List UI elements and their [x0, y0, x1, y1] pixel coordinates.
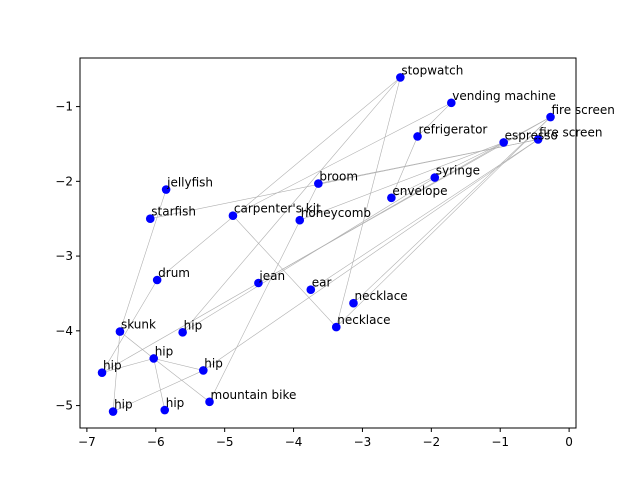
y-tick-label: −5 — [55, 399, 73, 413]
edge-line — [153, 358, 204, 371]
x-tick-label: −4 — [285, 435, 303, 449]
point-label: ear — [312, 276, 332, 290]
data-point — [205, 397, 214, 407]
edge-line — [182, 77, 401, 333]
data-point — [149, 354, 159, 363]
data-point — [152, 275, 162, 285]
data-point — [533, 135, 543, 144]
y-tick-label: −3 — [55, 249, 73, 263]
point-label: hip — [204, 356, 223, 370]
point-label: refrigerator — [419, 122, 488, 136]
edge-line — [310, 139, 539, 290]
point-label: stopwatch — [401, 63, 463, 77]
point-label: hip — [184, 318, 203, 332]
data-point — [314, 179, 323, 188]
y-tick-label: −4 — [55, 324, 73, 338]
x-tick-label: −3 — [354, 435, 372, 449]
x-tick-label: −6 — [147, 435, 165, 449]
x-tick-label: −2 — [422, 435, 440, 449]
edge-line — [112, 370, 204, 412]
data-point — [349, 298, 358, 308]
data-point — [306, 285, 316, 295]
point-label: honeycomb — [301, 206, 371, 220]
point-label: envelope — [392, 184, 447, 198]
data-point — [447, 98, 456, 108]
edge-line — [336, 116, 551, 328]
point-label: hip — [166, 396, 185, 410]
point-label: drum — [158, 266, 190, 280]
point-label: hip — [114, 398, 133, 412]
data-point — [161, 185, 171, 194]
edge-line — [232, 102, 452, 216]
point-label: hip — [103, 359, 122, 373]
data-point — [108, 407, 118, 416]
point-label: syringe — [436, 164, 480, 178]
edge-line — [203, 139, 539, 371]
data-point — [178, 328, 187, 337]
x-tick-label: 0 — [565, 435, 573, 449]
x-tick-label: −5 — [216, 435, 234, 449]
point-label: fire screen — [539, 125, 602, 139]
data-point — [331, 322, 341, 332]
data-point — [160, 405, 170, 415]
point-label: broom — [319, 170, 358, 184]
edge-line — [391, 142, 504, 199]
point-label: necklace — [354, 289, 407, 303]
edge-line — [299, 142, 504, 221]
data-point — [430, 173, 440, 182]
point-label: jellyfish — [166, 176, 213, 190]
edge-line — [119, 331, 154, 359]
data-point — [115, 327, 125, 336]
y-tick-label: −1 — [55, 100, 73, 114]
edge-line — [101, 279, 158, 373]
points-layer — [97, 73, 555, 416]
x-tick-label: −7 — [78, 435, 96, 449]
data-point — [97, 368, 107, 377]
point-label: hip — [155, 344, 174, 358]
edge-line — [182, 177, 435, 333]
edge-line — [391, 136, 418, 198]
point-label: carpenter's kit — [234, 202, 321, 216]
point-label: fire screen — [552, 103, 615, 117]
edge-line — [119, 189, 167, 332]
edge-line — [156, 77, 401, 281]
data-point — [387, 193, 396, 203]
data-point — [145, 214, 155, 224]
point-label: necklace — [337, 313, 390, 327]
data-point — [199, 366, 208, 375]
x-tick-label: −1 — [491, 435, 509, 449]
data-point — [396, 73, 405, 82]
edge-line — [232, 215, 337, 328]
data-point — [546, 112, 555, 122]
edge-line — [153, 358, 166, 411]
edges-layer — [101, 77, 551, 412]
edge-line — [335, 77, 401, 328]
y-axis: −5 −4 −3 −2 −1 — [55, 100, 80, 413]
plot-frame — [79, 57, 577, 429]
point-label: starfish — [151, 205, 196, 219]
edge-line — [417, 102, 452, 137]
edge-line — [101, 358, 154, 373]
data-point — [228, 211, 238, 221]
y-tick-label: −2 — [55, 174, 73, 188]
edge-line — [353, 116, 551, 304]
x-axis: −7 −6 −5 −4 −3 −2 −1 0 — [78, 428, 573, 449]
data-point — [499, 138, 508, 147]
edge-line — [112, 331, 121, 412]
point-label: skunk — [121, 318, 156, 332]
edge-line — [150, 139, 539, 220]
data-point — [413, 132, 422, 141]
point-label: espresso — [505, 128, 558, 142]
data-point — [254, 278, 263, 288]
point-label: mountain bike — [211, 388, 297, 402]
point-label: vending machine — [452, 89, 556, 103]
data-point — [295, 215, 305, 225]
point-label: jean — [258, 269, 285, 283]
